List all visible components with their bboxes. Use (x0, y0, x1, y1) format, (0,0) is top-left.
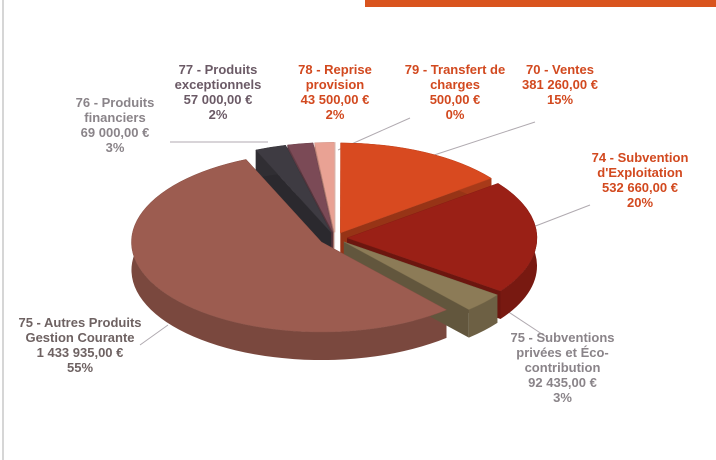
slice-label: 76 - Produits financiers 69 000,00 €3% (60, 95, 170, 155)
slice-percent: 3% (105, 140, 125, 155)
slice-name: 75 - Subventions privées et Éco-contribu… (510, 330, 615, 375)
slice-label: 79 - Transfert de charges 500,00 €0% (395, 62, 515, 122)
slice-value: 43 500,00 € (300, 92, 370, 107)
slice-percent: 3% (553, 390, 572, 405)
slice-value: 69 000,00 € (80, 125, 150, 140)
pie-slice (131, 159, 448, 333)
slice-name: 70 - Ventes (526, 62, 594, 77)
pie-slice (255, 144, 332, 233)
slice-percent: 20% (626, 195, 654, 210)
leader-line (424, 121, 536, 159)
slice-label: 75 - Subventions privées et Éco-contribu… (490, 330, 635, 405)
slice-percent: 15% (546, 92, 574, 107)
slice-label: 78 - Reprise provision 43 500,00 €2% (287, 62, 383, 122)
slice-value: 381 260,00 € (522, 77, 598, 92)
leader-line (139, 324, 169, 346)
slice-name: 74 - Subvention d'Exploitation (591, 150, 689, 180)
slice-name: 76 - Produits financiers (75, 95, 155, 125)
slice-value: 500,00 € (429, 92, 481, 107)
slice-percent: 2% (325, 107, 345, 122)
slice-percent: 2% (208, 107, 228, 122)
slice-value: 57 000,00 € (183, 92, 253, 107)
slice-value: 92 435,00 € (528, 375, 597, 390)
header-stripe (365, 0, 716, 7)
slice-label: 70 - Ventes 381 260,00 €15% (505, 62, 615, 107)
pie-slice (287, 142, 334, 233)
slice-label: 75 - Autres Produits Gestion Courante 1 4… (15, 315, 145, 375)
slice-tops (131, 142, 538, 333)
slice-percent: 55% (66, 360, 94, 375)
slice-value: 532 660,00 € (602, 180, 678, 195)
pie-slice (343, 241, 498, 310)
pie-slice (346, 183, 538, 292)
slice-label: 77 - Produits exceptionnels 57 000,00 €2% (163, 62, 273, 122)
pie-slice (314, 142, 335, 233)
slice-name: 78 - Reprise provision (298, 62, 372, 92)
slice-side (468, 294, 498, 338)
pie-slice (340, 142, 492, 234)
slice-name: 75 - Autres Produits Gestion Courante (18, 315, 142, 345)
slice-percent: 0% (445, 107, 465, 122)
slice-value: 1 433 935,00 € (36, 345, 124, 360)
slice-name: 79 - Transfert de charges (404, 62, 506, 92)
slice-name: 77 - Produits exceptionnels (174, 62, 262, 92)
slice-label: 74 - Subvention d'Exploitation 532 660,00… (570, 150, 710, 210)
slice-side (131, 159, 447, 361)
